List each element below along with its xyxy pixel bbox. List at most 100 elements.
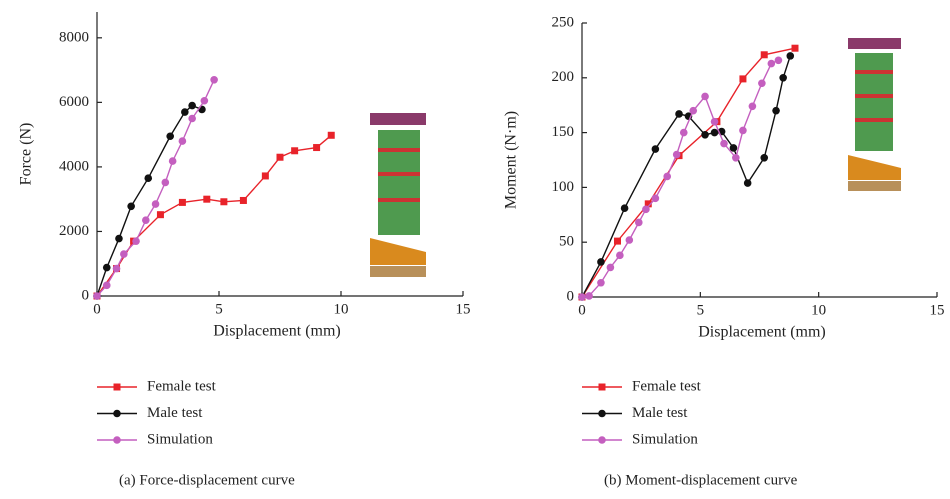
marker xyxy=(701,130,709,139)
marker xyxy=(585,292,593,300)
marker xyxy=(120,250,128,258)
marker xyxy=(178,137,187,145)
marker xyxy=(758,79,766,88)
marker xyxy=(188,114,196,123)
marker xyxy=(144,174,153,183)
legend-label: Simulation xyxy=(147,431,213,447)
y-tick-label: 250 xyxy=(552,14,575,30)
marker xyxy=(291,147,299,155)
marker xyxy=(663,172,671,181)
marker xyxy=(156,211,164,219)
marker xyxy=(102,263,111,272)
marker xyxy=(181,108,189,116)
marker xyxy=(710,128,719,137)
marker xyxy=(200,96,209,105)
x-tick-label: 0 xyxy=(93,301,101,317)
marker xyxy=(732,154,740,162)
marker xyxy=(760,154,769,162)
marker xyxy=(112,264,121,273)
marker xyxy=(188,101,196,110)
marker xyxy=(616,251,624,260)
marker xyxy=(132,237,140,245)
marker xyxy=(772,106,780,115)
marker xyxy=(710,117,719,126)
marker xyxy=(675,110,683,118)
caption: (a) Force-displacement curve xyxy=(119,472,295,488)
marker xyxy=(239,196,247,204)
y-tick-label: 8000 xyxy=(59,29,89,45)
legend-marker xyxy=(113,383,121,391)
marker xyxy=(578,293,586,301)
marker xyxy=(115,234,123,243)
marker xyxy=(679,128,688,137)
marker xyxy=(739,75,747,83)
y-axis-label: Moment (N·m) xyxy=(503,111,520,209)
legend-marker xyxy=(598,409,606,418)
y-tick-label: 4000 xyxy=(59,158,89,174)
marker xyxy=(276,153,284,161)
x-tick-label: 10 xyxy=(334,301,349,317)
legend-label: Female test xyxy=(632,378,702,394)
x-axis-label: Displacement (mm) xyxy=(698,324,826,341)
spine-image-a xyxy=(370,113,426,277)
marker xyxy=(689,106,698,115)
caption: (b) Moment-displacement curve xyxy=(604,472,798,488)
spine-image-b xyxy=(848,38,901,191)
marker xyxy=(779,74,787,82)
marker xyxy=(786,52,795,60)
series-line xyxy=(581,59,779,298)
y-tick-label: 200 xyxy=(552,69,575,85)
x-tick-label: 5 xyxy=(697,302,705,318)
x-tick-label: 0 xyxy=(578,302,586,318)
marker xyxy=(651,194,660,203)
legend-marker xyxy=(598,436,606,444)
marker xyxy=(614,237,621,245)
y-tick-label: 100 xyxy=(552,179,575,195)
legend-label: Female test xyxy=(147,378,217,394)
marker xyxy=(151,200,160,208)
marker xyxy=(597,258,605,266)
series-line xyxy=(96,104,203,297)
marker xyxy=(767,59,776,68)
marker xyxy=(220,198,228,206)
marker xyxy=(313,144,321,152)
marker xyxy=(203,195,211,203)
marker xyxy=(635,218,643,227)
marker xyxy=(102,281,111,290)
legend-marker xyxy=(113,436,121,444)
series-line xyxy=(581,55,791,298)
y-tick-label: 50 xyxy=(559,234,574,250)
y-tick-label: 150 xyxy=(552,124,575,140)
legend-marker xyxy=(113,409,121,418)
series-line xyxy=(581,47,796,298)
y-tick-label: 6000 xyxy=(59,94,89,110)
series-line xyxy=(96,79,215,297)
marker xyxy=(597,278,605,287)
x-tick-label: 15 xyxy=(456,301,471,317)
legend-label: Male test xyxy=(632,405,688,421)
marker xyxy=(93,292,101,300)
x-axis-label: Displacement (mm) xyxy=(213,323,341,340)
marker xyxy=(651,145,660,153)
marker xyxy=(644,200,652,208)
marker xyxy=(642,205,650,214)
marker xyxy=(161,178,170,187)
marker xyxy=(166,132,174,141)
x-tick-label: 10 xyxy=(811,302,826,318)
marker xyxy=(261,172,269,180)
y-axis-label: Force (N) xyxy=(18,123,35,186)
marker xyxy=(729,144,738,152)
marker xyxy=(748,102,757,111)
marker xyxy=(791,44,799,52)
marker xyxy=(127,202,135,211)
marker xyxy=(168,157,177,165)
x-tick-label: 15 xyxy=(930,302,945,318)
marker xyxy=(198,105,206,114)
series-line xyxy=(96,134,332,297)
marker xyxy=(210,75,218,84)
marker xyxy=(760,51,768,59)
marker xyxy=(720,139,728,148)
legend-marker xyxy=(598,383,606,391)
marker xyxy=(620,204,629,213)
